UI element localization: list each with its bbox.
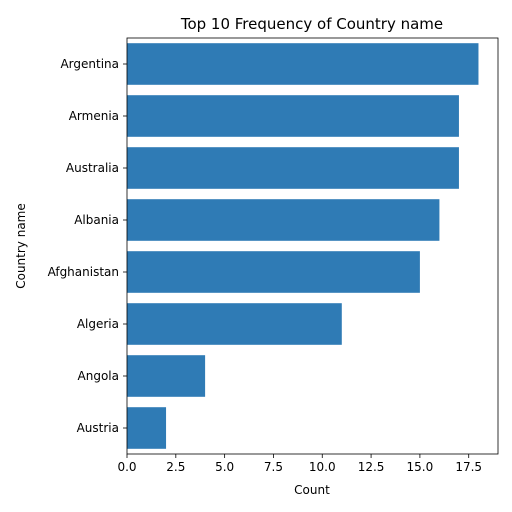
bar-algeria bbox=[127, 303, 342, 345]
bar-austria bbox=[127, 407, 167, 449]
bar-australia bbox=[127, 147, 459, 189]
chart-title: Top 10 Frequency of Country name bbox=[180, 15, 443, 33]
bar-armenia bbox=[127, 95, 459, 137]
x-tick-label: 12.5 bbox=[358, 460, 385, 474]
x-axis-label: Count bbox=[294, 483, 330, 497]
bars bbox=[127, 43, 479, 449]
bar-argentina bbox=[127, 43, 479, 85]
y-axis-label: Country name bbox=[14, 203, 28, 289]
x-tick-label: 0.0 bbox=[117, 460, 136, 474]
y-tick-label: Australia bbox=[66, 161, 119, 175]
x-ticks: 0.0 2.5 5.0 7.5 10.0 12.5 15.0 17.5 bbox=[117, 454, 482, 474]
y-tick-label: Argentina bbox=[60, 57, 119, 71]
y-tick-label: Angola bbox=[78, 369, 119, 383]
y-tick-label: Albania bbox=[74, 213, 119, 227]
x-tick-label: 2.5 bbox=[166, 460, 185, 474]
y-tick-label: Afghanistan bbox=[48, 265, 119, 279]
bar-angola bbox=[127, 355, 206, 397]
y-tick-labels: Argentina Armenia Australia Albania Afghanis… bbox=[48, 57, 127, 435]
x-tick-label: 7.5 bbox=[264, 460, 283, 474]
y-tick-label: Algeria bbox=[77, 317, 119, 331]
x-tick-label: 17.5 bbox=[455, 460, 482, 474]
x-tick-label: 15.0 bbox=[407, 460, 434, 474]
bar-albania bbox=[127, 199, 440, 241]
bar-afghanistan bbox=[127, 251, 420, 293]
x-tick-label: 10.0 bbox=[309, 460, 336, 474]
y-tick-label: Armenia bbox=[69, 109, 119, 123]
plot-frame bbox=[126, 37, 499, 455]
y-tick-label: Austria bbox=[77, 421, 119, 435]
x-tick-label: 5.0 bbox=[215, 460, 234, 474]
